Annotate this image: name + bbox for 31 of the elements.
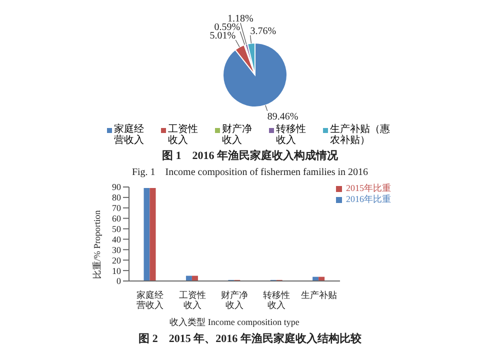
data-label: 89.46% — [267, 111, 298, 122]
y-axis-title: 比重/% Proportion — [92, 210, 102, 279]
x-tick-label: 家庭经营收入 — [136, 290, 164, 310]
text: 图 1 2016 年渔民家庭收入构成情况 — [161, 148, 339, 163]
y-tick-label: 70 — [112, 203, 122, 214]
y-tick-label: 40 — [112, 234, 122, 244]
data-label: 0.59% — [214, 22, 240, 33]
y-tick-label: 10 — [112, 266, 122, 276]
legend-label: 家庭经营收入 — [114, 124, 145, 146]
text: 图 2 2015 年、2016 年渔民家庭收入结构比较 — [138, 332, 362, 346]
data-label: 5.01% — [210, 30, 236, 42]
data-label: 3.76% — [250, 26, 276, 37]
legend-label: 转移性收入 — [276, 124, 307, 146]
x-axis-title: 收入类型 Income composition type — [170, 317, 300, 327]
legend-label: 工资性收入 — [168, 124, 199, 146]
text: Fig. 1 Income composition of fishermen families in 2016 — [130, 166, 370, 179]
y-tick-label: 50 — [112, 224, 122, 234]
legend-label: 生产补贴（惠农补贴） — [330, 124, 391, 146]
y-tick-label: 90 — [112, 182, 122, 192]
legend-label: 财产净收入 — [222, 124, 253, 146]
y-tick-label: 80 — [112, 192, 122, 203]
y-tick-label: 30 — [112, 244, 122, 255]
y-tick-label: 0 — [116, 276, 122, 286]
y-tick-label: 60 — [112, 214, 122, 224]
x-tick-label: 工资性收入 — [178, 290, 206, 310]
x-tick-label: 生产补贴 — [300, 290, 337, 300]
legend-label: 2016年比重 — [346, 194, 391, 204]
x-tick-label: 转移性收入 — [263, 290, 290, 310]
legend-label: 2015年比重 — [346, 183, 391, 193]
x-tick-label: 财产净收入 — [221, 290, 248, 310]
y-tick-label: 20 — [112, 255, 122, 266]
